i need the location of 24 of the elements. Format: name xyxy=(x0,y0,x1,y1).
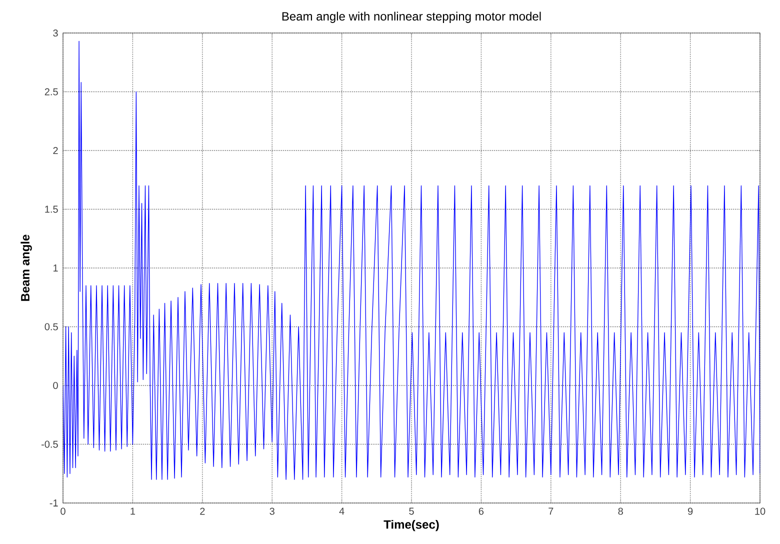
y-axis-title: Beam angle xyxy=(20,234,32,301)
x-tick-label: 4 xyxy=(339,508,344,515)
y-tick-label: 1 xyxy=(53,264,58,272)
y-tick-label: 2.5 xyxy=(44,88,58,96)
x-tick-label: 10 xyxy=(755,508,766,515)
x-tick-label: 2 xyxy=(200,508,205,515)
x-tick-label: 3 xyxy=(270,508,274,515)
y-tick-label: 3 xyxy=(53,29,58,37)
x-tick-label: 7 xyxy=(548,508,554,515)
y-tick-label: 0.5 xyxy=(44,323,58,330)
y-tick-label: 1.5 xyxy=(45,206,58,213)
y-tick-label: 2 xyxy=(53,147,58,154)
x-tick-label: 8 xyxy=(618,508,623,515)
x-tick-label: 0 xyxy=(60,508,66,515)
x-axis-title: Time(sec) xyxy=(384,520,439,532)
x-tick-label: 5 xyxy=(409,508,414,515)
x-tick-label: 9 xyxy=(688,508,693,515)
y-tick-label: -0.5 xyxy=(42,440,58,448)
y-tick-label: -1 xyxy=(50,500,58,506)
chart-title: Beam angle with nonlinear stepping motor model xyxy=(282,12,541,23)
line-series xyxy=(63,40,760,480)
x-tick-label: 6 xyxy=(478,508,484,515)
x-tick-label: 1 xyxy=(130,508,136,515)
y-tick-label: 0 xyxy=(53,382,58,390)
